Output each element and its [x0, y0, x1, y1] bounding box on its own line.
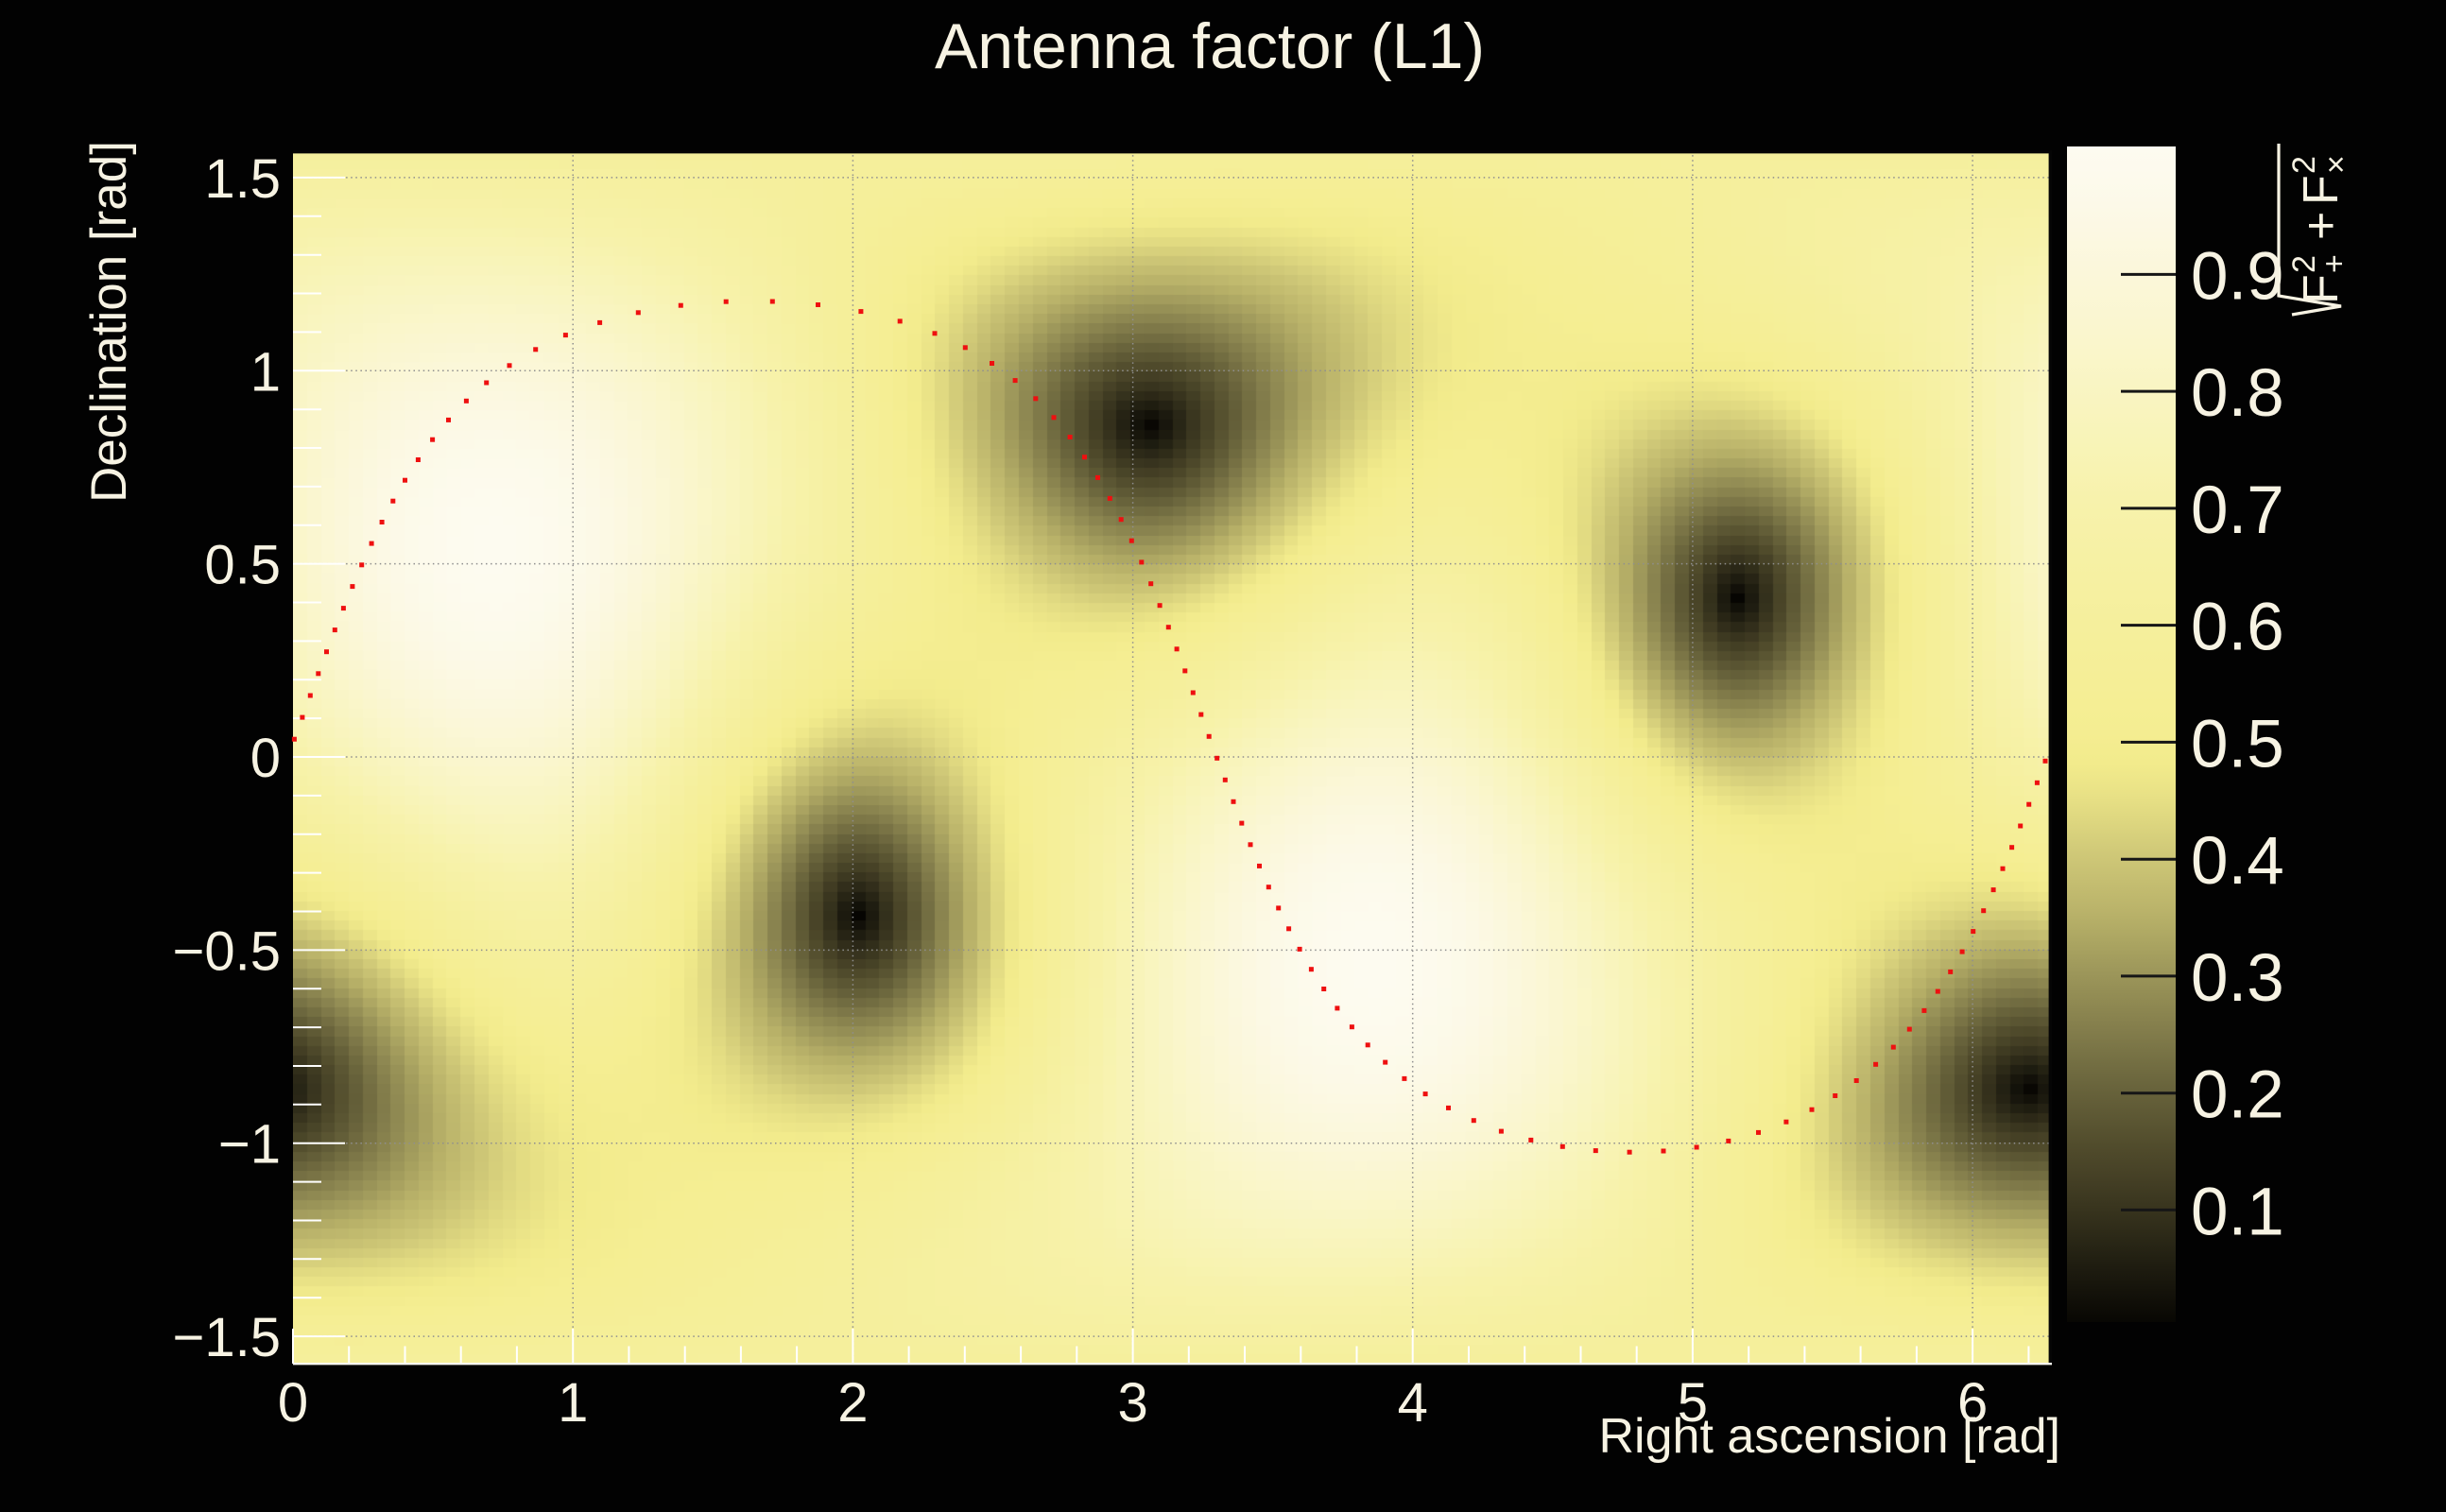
svg-text:Declination [rad]: Declination [rad]	[81, 141, 137, 503]
svg-text:1.5: 1.5	[204, 148, 281, 210]
svg-text:0.5: 0.5	[2191, 707, 2284, 782]
svg-text:5: 5	[1678, 1372, 1708, 1434]
svg-text:2: 2	[837, 1372, 868, 1434]
svg-text:0.2: 0.2	[2191, 1058, 2284, 1133]
svg-text:+: +	[2317, 254, 2352, 273]
svg-text:−1.5: −1.5	[173, 1307, 282, 1368]
svg-text:0.6: 0.6	[2191, 591, 2284, 665]
svg-text:3: 3	[1117, 1372, 1147, 1434]
svg-text:0.9: 0.9	[2191, 239, 2284, 314]
svg-text:−1: −1	[218, 1114, 281, 1176]
svg-text:Right ascension [rad]: Right ascension [rad]	[1599, 1409, 2061, 1464]
svg-text:0.4: 0.4	[2191, 824, 2284, 899]
svg-text:1: 1	[250, 341, 281, 403]
svg-text:0.3: 0.3	[2191, 941, 2284, 1016]
svg-text:1: 1	[558, 1372, 588, 1434]
svg-text:−0.5: −0.5	[173, 920, 282, 982]
svg-text:2: 2	[2286, 156, 2322, 174]
svg-text:0.8: 0.8	[2191, 356, 2284, 431]
svg-text:Antenna factor (L1): Antenna factor (L1)	[935, 10, 1485, 82]
svg-text:×: ×	[2318, 155, 2354, 174]
svg-text:6: 6	[1957, 1372, 1988, 1434]
svg-text:4: 4	[1398, 1372, 1428, 1434]
svg-text:0.7: 0.7	[2191, 473, 2284, 548]
svg-text:F: F	[2294, 175, 2349, 205]
svg-text:0.5: 0.5	[204, 535, 281, 596]
svg-text:2: 2	[2286, 255, 2322, 273]
svg-text:0: 0	[278, 1372, 308, 1434]
svg-text:0.1: 0.1	[2191, 1175, 2284, 1249]
svg-text:+: +	[2294, 212, 2349, 240]
svg-text:0: 0	[250, 728, 281, 789]
